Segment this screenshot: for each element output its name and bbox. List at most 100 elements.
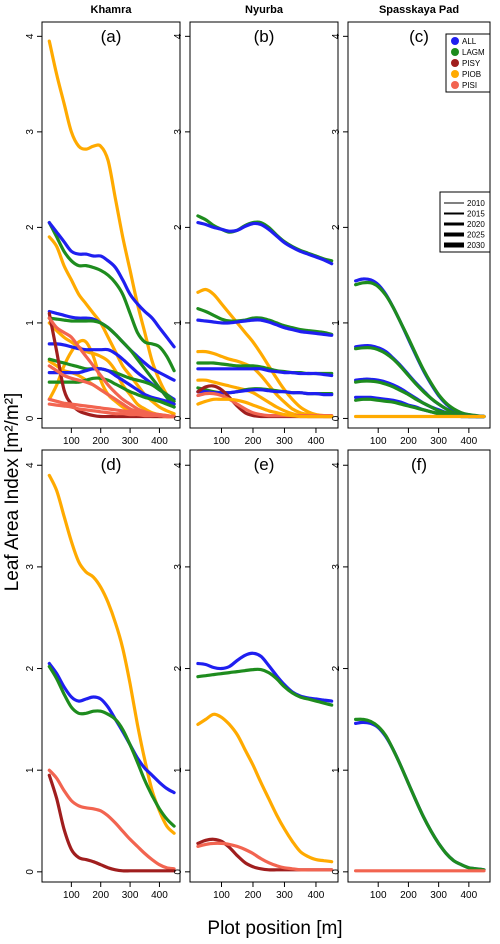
y-tick-label: 3 <box>25 129 36 135</box>
y-tick-label: 4 <box>173 33 184 39</box>
series-line-piob <box>196 287 334 419</box>
series-line-piob <box>47 235 176 416</box>
x-tick-label: 100 <box>370 436 387 447</box>
y-tick-label: 3 <box>25 564 36 570</box>
x-tick-label: 300 <box>276 436 293 447</box>
panel-label: (d) <box>101 455 122 474</box>
panel-label: (f) <box>411 455 427 474</box>
series-line-lagm <box>47 316 176 409</box>
panel-frame <box>189 449 339 883</box>
series-line-all <box>196 388 334 397</box>
x-tick-label: 300 <box>122 436 139 447</box>
year-legend-box <box>439 191 491 253</box>
panel-d: (d) 0 1 2 3 4 100 200 300 400 <box>25 449 181 901</box>
series-line-all <box>196 318 334 337</box>
x-tick-label: 300 <box>430 890 447 901</box>
x-axis-label: Plot position [m] <box>207 918 342 939</box>
legend-label: PISI <box>462 81 477 90</box>
legend-label: LAGM <box>462 48 485 57</box>
series-line-all <box>47 661 176 795</box>
series-line-lagm <box>196 667 334 707</box>
panel-a: Khamra (a) 0 1 2 3 4 100 200 300 400 <box>25 4 181 447</box>
y-tick-label: 0 <box>173 415 184 421</box>
panel-label: (b) <box>254 27 275 46</box>
y-tick-label: 1 <box>331 767 342 773</box>
x-tick-label: 200 <box>92 890 109 901</box>
panel-b: Nyurba (b) 0 1 2 3 4 100 200 300 400 <box>173 4 339 447</box>
legend-marker-all <box>451 37 459 45</box>
series-line-all <box>47 366 176 406</box>
series-line-pisi <box>47 768 176 871</box>
site-title: Khamra <box>91 4 133 16</box>
panel-frame <box>41 21 181 429</box>
y-tick-label: 2 <box>331 224 342 230</box>
site-title: Spasskaya Pad <box>379 4 459 16</box>
series-line-all <box>196 221 334 266</box>
series-line-piob <box>196 712 334 864</box>
series-line-all <box>47 221 176 349</box>
y-tick-label: 1 <box>25 767 36 773</box>
x-tick-label: 100 <box>213 436 230 447</box>
series-line-piob <box>47 473 176 835</box>
x-tick-label: 100 <box>63 436 80 447</box>
y-tick-label: 1 <box>25 320 36 326</box>
y-tick-label: 4 <box>25 33 36 39</box>
panel-frame <box>189 21 339 429</box>
y-tick-label: 0 <box>25 415 36 421</box>
series-line-all <box>196 651 334 703</box>
legend-label: 2025 <box>467 231 485 240</box>
series-line-pisi <box>47 402 176 419</box>
series-line-pisy <box>47 773 176 873</box>
panel-label: (c) <box>409 27 429 46</box>
legend-label: 2030 <box>467 241 485 250</box>
x-tick-label: 100 <box>370 890 387 901</box>
y-tick-label: 0 <box>331 415 342 421</box>
panel-label: (e) <box>254 455 275 474</box>
series-line-lagm <box>47 376 176 409</box>
y-tick-label: 4 <box>331 33 342 39</box>
legend-label: PIOB <box>462 70 481 79</box>
x-tick-label: 100 <box>63 890 80 901</box>
legend-label: PISY <box>462 59 481 68</box>
y-tick-label: 3 <box>331 129 342 135</box>
panel-f: (f) 0 1 2 3 4 100 200 300 400 <box>331 449 491 901</box>
legend-marker-piob <box>451 70 459 78</box>
legend-label: 2015 <box>467 210 485 219</box>
series-line-lagm <box>354 717 486 872</box>
panel-frame <box>41 449 181 883</box>
x-tick-label: 400 <box>461 436 478 447</box>
series-line-piob <box>47 39 176 406</box>
legend-label: ALL <box>462 37 477 46</box>
y-tick-label: 1 <box>173 767 184 773</box>
x-tick-label: 300 <box>430 436 447 447</box>
series-line-all <box>196 367 334 378</box>
series-line-lagm <box>47 664 176 828</box>
y-tick-label: 2 <box>25 224 36 230</box>
y-tick-label: 0 <box>25 869 36 875</box>
legend-label: 2010 <box>467 199 485 208</box>
y-tick-label: 0 <box>173 869 184 875</box>
species-legend: ALL LAGM PISY PIOB PISI <box>445 33 491 93</box>
y-tick-label: 2 <box>25 665 36 671</box>
legend-label: 2020 <box>467 220 485 229</box>
x-tick-label: 400 <box>151 436 168 447</box>
x-tick-label: 200 <box>400 890 417 901</box>
series-line-piob <box>196 397 334 419</box>
series-line-lagm <box>196 307 334 336</box>
series-line-lagm <box>47 221 176 373</box>
y-tick-label: 4 <box>25 462 36 468</box>
y-tick-label: 4 <box>331 462 342 468</box>
series-line-pisi <box>196 841 334 872</box>
y-axis-label: Leaf Area Index [m²/m²] <box>2 393 23 592</box>
y-tick-label: 3 <box>173 564 184 570</box>
y-tick-label: 0 <box>331 869 342 875</box>
panel-c: Spasskaya Pad (c) 0 1 2 3 4 100 200 300 400 <box>331 4 491 447</box>
x-tick-label: 200 <box>92 436 109 447</box>
x-tick-label: 400 <box>461 890 478 901</box>
series-line-lagm <box>354 280 486 419</box>
site-title: Nyurba <box>245 4 284 16</box>
y-tick-label: 1 <box>331 320 342 326</box>
y-tick-label: 3 <box>331 564 342 570</box>
y-tick-label: 3 <box>173 129 184 135</box>
